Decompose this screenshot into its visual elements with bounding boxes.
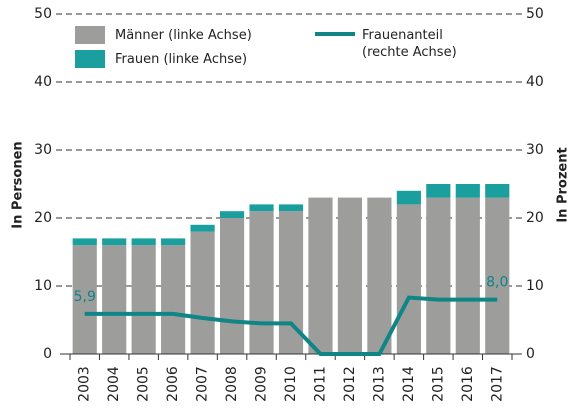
bar-segment bbox=[72, 238, 97, 246]
bar-segment bbox=[190, 231, 215, 354]
y-tick-label: 30 bbox=[34, 142, 52, 158]
bar-segment bbox=[219, 218, 245, 354]
data-label: 5,9 bbox=[74, 289, 96, 305]
y2-tick-label: 50 bbox=[526, 6, 544, 22]
bar-segment bbox=[102, 238, 127, 246]
x-tick-label: 2017 bbox=[489, 366, 505, 402]
y2-tick-label: 30 bbox=[526, 142, 544, 158]
bar-segment bbox=[396, 204, 421, 354]
y2-axis-label: In Prozent bbox=[556, 147, 571, 222]
bar-segment bbox=[72, 245, 97, 354]
y-tick-label: 50 bbox=[34, 6, 52, 22]
bar-segment bbox=[455, 197, 480, 354]
bar-segment bbox=[131, 238, 156, 246]
line-series bbox=[84, 295, 498, 356]
y-tick-label: 10 bbox=[34, 278, 52, 294]
bar-segment bbox=[485, 197, 510, 354]
bar-segment bbox=[190, 224, 215, 232]
data-label: 8,0 bbox=[486, 275, 508, 291]
x-tick-label: 2015 bbox=[430, 366, 446, 402]
bar-segment bbox=[278, 204, 304, 212]
x-tick-label: 2008 bbox=[224, 366, 240, 402]
y2-tick-label: 20 bbox=[526, 210, 544, 226]
bar-segment bbox=[102, 245, 127, 354]
bar-segment bbox=[367, 197, 392, 354]
y-tick-label: 20 bbox=[34, 210, 52, 226]
x-tick-label: 2011 bbox=[312, 366, 328, 402]
x-tick-label: 2007 bbox=[195, 366, 211, 402]
x-tick-label: 2014 bbox=[401, 366, 417, 402]
bar-segment bbox=[308, 197, 333, 354]
x-tick-label: 2004 bbox=[106, 366, 122, 402]
bar-segment bbox=[455, 184, 480, 198]
bar-segment bbox=[249, 211, 274, 354]
y2-tick-label: 0 bbox=[526, 346, 535, 362]
x-tick-label: 2003 bbox=[77, 366, 93, 402]
y-axis-label: In Personen bbox=[11, 141, 26, 228]
bar-segment bbox=[485, 184, 510, 198]
bar-segment bbox=[131, 245, 156, 354]
y-tick-label: 40 bbox=[34, 74, 52, 90]
x-tick-label: 2016 bbox=[460, 366, 476, 402]
x-tick-label: 2009 bbox=[254, 366, 270, 402]
legend-label: Frauenanteil (rechte Achse) bbox=[362, 28, 457, 60]
x-tick-label: 2005 bbox=[136, 366, 152, 402]
bar-segment bbox=[337, 197, 363, 354]
bar-segment bbox=[426, 184, 451, 198]
bar-segment bbox=[161, 245, 186, 354]
x-tick-label: 2012 bbox=[342, 366, 358, 402]
bar-segment bbox=[396, 190, 421, 205]
x-tick-label: 2010 bbox=[283, 366, 299, 402]
bar-segment bbox=[161, 238, 186, 246]
bar-segment bbox=[426, 197, 451, 354]
legend-label: Männer (linke Achse) bbox=[115, 28, 252, 43]
y2-tick-label: 40 bbox=[526, 74, 544, 90]
legend-swatch bbox=[75, 26, 105, 44]
x-tick-label: 2013 bbox=[371, 366, 387, 402]
bar-segment bbox=[249, 204, 274, 212]
bar-segment bbox=[219, 211, 245, 218]
y-tick-label: 0 bbox=[43, 346, 52, 362]
x-tick-label: 2006 bbox=[165, 366, 181, 402]
legend-label: Frauen (linke Achse) bbox=[115, 52, 248, 67]
legend-swatch bbox=[75, 50, 105, 68]
y2-tick-label: 10 bbox=[526, 278, 544, 294]
